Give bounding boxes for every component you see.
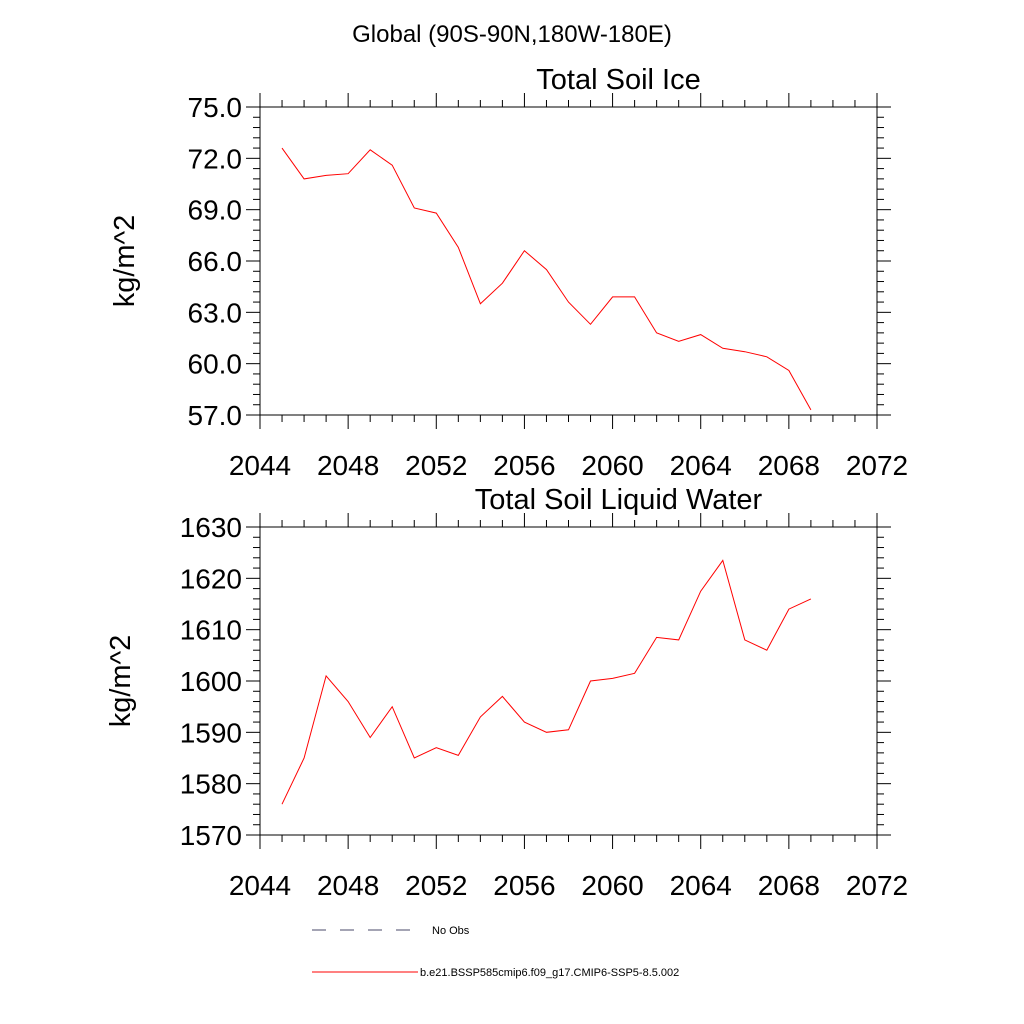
plot-frame [259, 106, 878, 416]
x-tick-label: 2060 [581, 870, 643, 901]
y-tick-label: 1630 [180, 512, 242, 543]
x-tick-label: 2064 [670, 450, 732, 481]
series-line [281, 559, 812, 805]
y-tick-label: 69.0 [188, 195, 243, 226]
x-tick-label: 2052 [405, 450, 467, 481]
legend-label-model: b.e21.BSSP585cmip6.f09_g17.CMIP6-SSP5-8.… [420, 967, 679, 979]
legend: No Obs b.e21.BSSP585cmip6.f09_g17.CMIP6-… [312, 925, 679, 979]
x-tick-label: 2044 [229, 450, 291, 481]
y-tick-label: 1600 [180, 666, 242, 697]
x-tick-label: 2060 [581, 450, 643, 481]
y-tick-label: 1570 [180, 820, 242, 851]
y-tick-label: 1620 [180, 563, 242, 594]
legend-label-no-obs: No Obs [432, 925, 470, 937]
x-tick-label: 2048 [317, 450, 379, 481]
x-tick-label: 2072 [846, 870, 908, 901]
y-tick-label: 75.0 [188, 92, 243, 123]
panel-total-soil-liquid-water: 2044 2048 2052 2056 2060 2064 2068 2072 1570 1580… [105, 484, 908, 901]
y-tick-label: 1610 [180, 615, 242, 646]
y-tick-label: 72.0 [188, 143, 243, 174]
y-tick-label: 63.0 [188, 297, 243, 328]
y-tick-label: 1590 [180, 717, 242, 748]
y-axis-label: kg/m^2 [109, 215, 141, 308]
y-axis-label: kg/m^2 [105, 635, 137, 728]
y-tick-label: 60.0 [188, 349, 243, 380]
x-tick-label: 2044 [229, 870, 291, 901]
x-tick-label: 2056 [493, 870, 555, 901]
x-tick-label: 2056 [493, 450, 555, 481]
x-tick-label: 2068 [758, 870, 820, 901]
chart-title: Total Soil Liquid Water [475, 484, 763, 516]
x-tick-label: 2064 [670, 870, 732, 901]
plot-frame [259, 526, 878, 836]
series-line [281, 147, 812, 411]
x-tick-label: 2052 [405, 870, 467, 901]
x-tick-label: 2068 [758, 450, 820, 481]
figure-header: Global (90S-90N,180W-180E) [352, 21, 672, 48]
y-tick-label: 66.0 [188, 246, 243, 277]
x-tick-label: 2048 [317, 870, 379, 901]
y-tick-label: 1580 [180, 769, 242, 800]
x-tick-label: 2072 [846, 450, 908, 481]
panel-total-soil-ice: 2044 2048 2052 2056 2060 2064 2068 2072 57.0 60.0… [109, 64, 908, 481]
y-tick-label: 57.0 [188, 400, 243, 431]
chart-title: Total Soil Ice [536, 64, 700, 96]
